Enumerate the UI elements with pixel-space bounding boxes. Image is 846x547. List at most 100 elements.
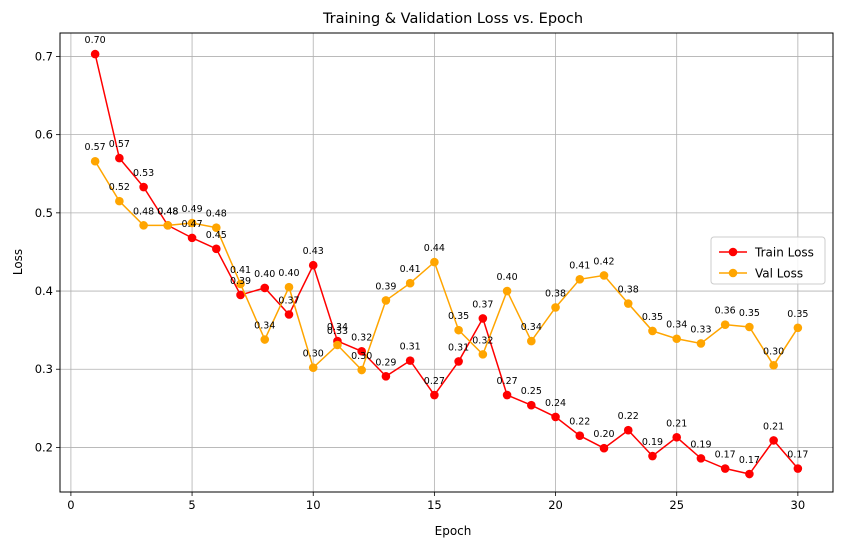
x-tick-label: 15 (427, 498, 442, 512)
train-loss-data-label: 0.37 (472, 299, 493, 310)
train-loss-point (696, 454, 706, 463)
x-axis-ticks: 0 5 10 15 20 25 30 (67, 492, 805, 512)
train-loss-point (139, 182, 148, 192)
val-loss-point (648, 326, 657, 336)
train-loss-data-label: 0.53 (133, 168, 154, 179)
train-loss-data-label: 0.19 (642, 437, 663, 448)
val-loss-data-label: 0.34 (521, 322, 542, 333)
val-loss-data-label: 0.38 (545, 288, 566, 299)
train-loss-point (430, 390, 439, 400)
train-loss-data-label: 0.25 (521, 386, 542, 397)
val-loss-data-label: 0.35 (739, 308, 760, 319)
train-loss-point (575, 431, 585, 441)
y-tick-label: 0.7 (35, 49, 53, 63)
val-loss-point (527, 336, 536, 346)
val-loss-data-label: 0.32 (472, 335, 493, 346)
val-loss-data-label: 0.48 (157, 206, 178, 217)
x-tick-label: 30 (791, 498, 806, 512)
val-loss-point (357, 365, 366, 375)
train-loss-data-label: 0.31 (400, 342, 421, 353)
train-loss-data-label: 0.22 (569, 417, 590, 428)
val-loss-point (793, 323, 803, 333)
val-loss-data-label: 0.33 (690, 324, 711, 335)
train-loss-data-label: 0.22 (618, 411, 639, 422)
y-tick-label: 0.6 (35, 128, 53, 142)
val-loss-data-label: 0.30 (763, 346, 784, 357)
val-loss-point (599, 271, 609, 280)
val-loss-point (163, 221, 173, 230)
x-axis-label: Epoch (435, 524, 472, 538)
train-loss-point (381, 371, 391, 381)
train-loss-data-label: 0.45 (206, 230, 227, 241)
y-tick-label: 0.5 (35, 206, 53, 220)
val-loss-data-label: 0.35 (448, 311, 469, 322)
train-loss-point (90, 49, 100, 59)
train-loss-data-label: 0.47 (181, 219, 202, 230)
val-loss-data-label: 0.30 (351, 351, 372, 362)
val-loss-data-label: 0.40 (497, 272, 518, 283)
val-loss-data-label: 0.39 (375, 281, 396, 292)
train-loss-point (211, 244, 221, 254)
legend-marker (728, 268, 738, 278)
val-loss-data-labels: 0.570.520.48 0.48 0.49 0.480.410.340.400.30… (85, 142, 809, 362)
train-loss-point (527, 400, 536, 410)
chart-title: Training & Validation Loss vs. Epoch (322, 11, 583, 27)
y-axis-label: Loss (11, 249, 25, 275)
train-loss-data-label: 0.20 (593, 429, 614, 440)
train-loss-data-label: 0.40 (254, 269, 275, 280)
val-loss-point (672, 334, 682, 344)
train-loss-data-label: 0.31 (448, 342, 469, 353)
train-loss-data-label: 0.39 (230, 276, 251, 287)
val-loss-data-label: 0.41 (569, 260, 590, 271)
legend-label: Val Loss (755, 267, 803, 281)
val-loss-data-label: 0.49 (181, 204, 202, 215)
val-loss-data-label: 0.57 (85, 142, 106, 153)
train-loss-data-label: 0.43 (303, 246, 324, 257)
y-axis-ticks: 0.2 0.3 0.4 0.5 0.6 0.7 (35, 49, 60, 454)
val-loss-data-label: 0.41 (230, 265, 251, 276)
train-loss-point (648, 451, 657, 461)
train-loss-series (90, 49, 803, 479)
train-loss-data-labels: 0.700.570.530.480.470.450.390.400.370.43… (85, 35, 809, 466)
val-loss-point (623, 299, 633, 308)
train-loss-data-label: 0.48 (157, 206, 178, 217)
val-loss-point (430, 257, 439, 267)
val-loss-point (454, 325, 463, 335)
train-loss-point (478, 314, 488, 323)
val-loss-point (284, 282, 294, 292)
train-loss-data-label: 0.57 (109, 139, 130, 150)
train-loss-point (284, 310, 294, 319)
train-loss-data-label: 0.34 (327, 322, 348, 333)
train-loss-point (551, 412, 560, 422)
val-loss-point (187, 218, 197, 228)
train-loss-data-label: 0.21 (666, 418, 687, 429)
y-tick-label: 0.3 (35, 362, 53, 376)
val-loss-point (478, 350, 488, 359)
val-loss-data-label: 0.34 (666, 320, 687, 331)
val-loss-point (575, 275, 585, 284)
x-tick-label: 0 (67, 498, 74, 512)
train-loss-data-label: 0.24 (545, 398, 566, 409)
val-loss-point (139, 221, 148, 230)
y-tick-label: 0.2 (35, 440, 53, 454)
val-loss-point (551, 303, 560, 312)
train-loss-point (115, 153, 124, 163)
val-loss-data-label: 0.48 (206, 209, 227, 220)
train-loss-point (357, 346, 366, 356)
train-loss-line (94, 53, 799, 475)
val-loss-point (745, 322, 754, 332)
train-loss-point (502, 390, 512, 400)
train-loss-data-label: 0.21 (763, 421, 784, 432)
val-loss-data-label: 0.38 (618, 285, 639, 296)
train-loss-point (599, 443, 609, 453)
train-loss-point (260, 283, 270, 293)
legend-label: Train Loss (754, 246, 814, 260)
train-loss-point (308, 260, 318, 270)
val-loss-point (502, 286, 512, 296)
y-tick-label: 0.4 (35, 284, 53, 298)
val-loss-data-label: 0.35 (642, 312, 663, 323)
train-loss-data-label: 0.27 (424, 376, 445, 387)
val-loss-data-label: 0.30 (303, 349, 324, 360)
train-loss-data-label: 0.19 (690, 439, 711, 450)
